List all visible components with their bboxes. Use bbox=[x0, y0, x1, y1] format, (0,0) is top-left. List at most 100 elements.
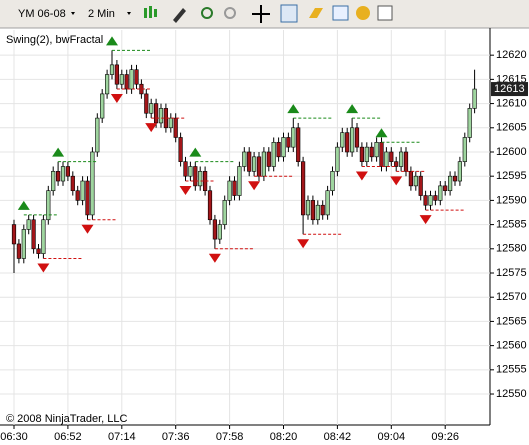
instrument-selector[interactable]: YM 06-08 bbox=[18, 8, 66, 20]
x-tick-label: 07:36 bbox=[162, 431, 190, 443]
candle-body bbox=[105, 74, 110, 95]
draw-tool-button[interactable] bbox=[173, 8, 186, 23]
indicators-button[interactable] bbox=[309, 8, 323, 18]
candle-body bbox=[90, 151, 95, 216]
candle-body bbox=[41, 219, 46, 254]
candle-body bbox=[325, 190, 330, 216]
candle-body bbox=[364, 146, 369, 162]
candle-body bbox=[26, 219, 31, 230]
candle-body bbox=[472, 88, 477, 109]
candle-body bbox=[144, 93, 149, 114]
candle-body bbox=[438, 185, 443, 201]
swing-high-marker bbox=[287, 104, 300, 114]
orders-button[interactable] bbox=[356, 6, 370, 20]
copyright: © 2008 NinjaTrader, LLC bbox=[6, 413, 127, 425]
swing-high-marker bbox=[375, 128, 388, 138]
candle-body bbox=[222, 200, 227, 225]
candle-body bbox=[403, 151, 409, 172]
swing-low-marker bbox=[419, 215, 432, 225]
y-tick-label: 12570 bbox=[496, 291, 527, 303]
candle-body bbox=[134, 69, 139, 85]
x-tick-label: 08:42 bbox=[324, 431, 352, 443]
swing-low-marker bbox=[145, 123, 158, 133]
candle-body bbox=[394, 161, 399, 167]
chart-style-button[interactable] bbox=[144, 6, 157, 18]
candle-body bbox=[80, 180, 85, 201]
candle-body bbox=[183, 161, 188, 177]
candle-body bbox=[31, 219, 36, 250]
y-tick-label: 12605 bbox=[496, 122, 527, 134]
indicator-label: Swing(2), bwFractal bbox=[6, 34, 103, 46]
candle-body bbox=[379, 142, 384, 167]
crosshair-button[interactable] bbox=[252, 5, 270, 23]
data-box-button[interactable] bbox=[280, 4, 298, 23]
candle-body bbox=[447, 175, 453, 192]
candle-body bbox=[389, 151, 394, 162]
candle-body bbox=[413, 175, 418, 187]
candle-body bbox=[109, 64, 115, 75]
candle-body bbox=[398, 151, 404, 167]
candle-body bbox=[310, 200, 316, 221]
candle-body bbox=[443, 185, 448, 192]
dropdown-arrow bbox=[127, 12, 131, 15]
y-tick-label: 12555 bbox=[496, 364, 527, 376]
candle-body bbox=[349, 127, 355, 153]
y-tick-label: 12600 bbox=[496, 146, 527, 158]
interval-selector[interactable]: 2 Min bbox=[88, 8, 115, 20]
candle-body bbox=[320, 204, 325, 216]
candle-body bbox=[207, 190, 213, 221]
candle-body bbox=[95, 117, 100, 153]
swing-low-marker bbox=[179, 186, 192, 196]
candle-body bbox=[154, 103, 159, 124]
candle-body bbox=[247, 151, 252, 172]
zoom-in-button[interactable] bbox=[201, 7, 213, 19]
swing-high-marker bbox=[17, 200, 30, 210]
y-tick-label: 12580 bbox=[496, 243, 527, 255]
y-tick-label: 12550 bbox=[496, 388, 527, 400]
candle-body bbox=[354, 127, 360, 148]
candle-body bbox=[217, 224, 222, 240]
zoom-out-button[interactable] bbox=[224, 7, 236, 19]
candle-body bbox=[21, 229, 26, 259]
candle-body bbox=[384, 151, 389, 167]
candle-body bbox=[423, 195, 428, 206]
candle-body bbox=[369, 146, 374, 158]
candle-body bbox=[232, 180, 237, 196]
strategies-button[interactable] bbox=[332, 5, 349, 21]
candle-body bbox=[467, 108, 472, 138]
candle-body bbox=[457, 161, 463, 182]
candle-body bbox=[198, 171, 203, 187]
candle-body bbox=[11, 224, 17, 245]
candle-body bbox=[242, 151, 247, 167]
x-tick-label: 09:04 bbox=[378, 431, 406, 443]
candle-body bbox=[75, 190, 80, 201]
swing-low-marker bbox=[390, 176, 403, 186]
candle-body bbox=[149, 103, 154, 114]
candle-body bbox=[452, 175, 458, 182]
candle-body bbox=[193, 166, 198, 187]
candle-body bbox=[51, 171, 56, 192]
swing-high-marker bbox=[189, 147, 202, 157]
swing-high-marker bbox=[52, 147, 65, 157]
candle-body bbox=[266, 151, 271, 167]
candle-body bbox=[433, 195, 438, 201]
candle-body bbox=[168, 117, 173, 129]
y-tick-label: 12575 bbox=[496, 267, 527, 279]
candle-body bbox=[55, 171, 61, 182]
y-tick-label: 12595 bbox=[496, 170, 527, 182]
candle-body bbox=[271, 142, 276, 167]
candle-body bbox=[227, 180, 232, 201]
y-tick-label: 12620 bbox=[496, 49, 527, 61]
candle-body bbox=[281, 137, 286, 158]
candle-body bbox=[65, 166, 70, 177]
candle-body bbox=[46, 190, 51, 221]
dropdown-arrow bbox=[71, 12, 75, 15]
properties-button[interactable] bbox=[377, 5, 393, 21]
candle-body bbox=[188, 166, 193, 177]
x-tick-label: 06:52 bbox=[54, 431, 82, 443]
candle-body bbox=[315, 204, 320, 221]
candle-body bbox=[256, 156, 262, 177]
candle-body bbox=[129, 69, 134, 90]
